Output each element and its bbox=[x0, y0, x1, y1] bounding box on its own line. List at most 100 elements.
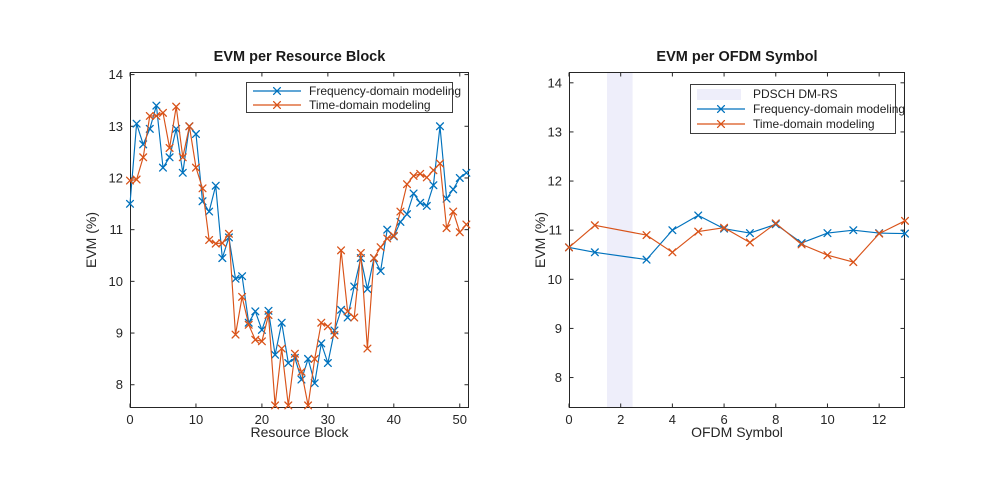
left-chart-canvas: 0 10 20 30 40 50 8 9 10 11 12 13 14 bbox=[109, 67, 471, 427]
legend-item-frequency-domain: Frequency-domain modeling bbox=[253, 84, 461, 98]
data-point-marker bbox=[218, 239, 227, 248]
right-y-axis-label: EVM (%) bbox=[532, 212, 548, 268]
data-point-marker bbox=[244, 320, 253, 329]
x-marker-line-icon bbox=[253, 100, 301, 109]
y-tick-label: 9 bbox=[116, 326, 123, 341]
data-point-marker bbox=[323, 358, 332, 368]
data-point-marker bbox=[125, 176, 135, 185]
left-legend: Frequency-domain modeling Time-domain mo… bbox=[246, 82, 461, 113]
data-point-marker bbox=[290, 349, 299, 358]
data-point-marker bbox=[720, 224, 729, 233]
data-point-marker bbox=[304, 354, 313, 363]
data-point-marker bbox=[139, 153, 148, 162]
data-point-marker bbox=[449, 185, 458, 194]
data-point-marker bbox=[823, 251, 832, 260]
data-point-marker bbox=[694, 227, 703, 236]
data-point-marker bbox=[152, 111, 161, 120]
data-point-marker bbox=[409, 189, 418, 198]
x-marker-line-icon bbox=[697, 104, 745, 114]
frequency-line-swatch bbox=[253, 84, 301, 98]
x-tick-label: 10 bbox=[189, 412, 203, 427]
data-point-marker bbox=[218, 254, 227, 263]
data-point-marker bbox=[211, 181, 220, 190]
data-point-marker bbox=[310, 354, 319, 363]
data-point-marker bbox=[350, 282, 359, 291]
data-point-marker bbox=[205, 235, 214, 245]
data-point-marker bbox=[205, 207, 214, 216]
left-x-axis-label: Resource Block bbox=[250, 424, 349, 440]
dmrs-band bbox=[606, 72, 633, 408]
x-tick-label: 10 bbox=[820, 412, 834, 427]
right-legend: PDSCH DM-RS Frequency-domain modeling Ti… bbox=[690, 84, 905, 134]
data-point-marker bbox=[172, 102, 181, 111]
legend-item-frequency-domain: Frequency-domain modeling bbox=[697, 102, 905, 117]
x-marker-line-icon bbox=[253, 86, 301, 95]
data-point-marker bbox=[900, 216, 910, 225]
data-point-marker bbox=[145, 111, 154, 120]
data-point-marker bbox=[442, 224, 451, 233]
x-tick-label: 30 bbox=[321, 412, 335, 427]
data-point-marker bbox=[745, 229, 754, 238]
x-tick-label: 12 bbox=[872, 412, 886, 427]
legend-sample-marker bbox=[272, 86, 282, 95]
data-point-marker bbox=[376, 266, 385, 276]
legend-label: Time-domain modeling bbox=[753, 116, 875, 131]
data-point-marker bbox=[422, 201, 431, 210]
data-point-marker bbox=[668, 226, 677, 235]
data-point-marker bbox=[257, 337, 266, 346]
data-point-marker bbox=[284, 401, 293, 410]
data-point-marker bbox=[231, 330, 240, 339]
data-point-marker bbox=[849, 258, 858, 267]
x-tick-label: 4 bbox=[669, 412, 676, 427]
dmrs-band-swatch bbox=[697, 88, 741, 100]
series-line-0 bbox=[129, 105, 467, 384]
legend-label: Frequency-domain modeling bbox=[753, 102, 906, 116]
data-point-marker bbox=[771, 220, 780, 229]
data-point-marker bbox=[238, 292, 247, 301]
data-point-marker bbox=[720, 223, 729, 232]
legend-sample-marker bbox=[272, 100, 282, 109]
y-tick-label: 8 bbox=[116, 377, 123, 392]
data-point-marker bbox=[396, 207, 405, 216]
x-tick-label: 2 bbox=[617, 412, 624, 427]
x-tick-label: 0 bbox=[565, 412, 572, 427]
series-line-1 bbox=[129, 106, 467, 406]
legend-label: Time-domain modeling bbox=[309, 97, 431, 112]
data-point-marker bbox=[389, 231, 398, 240]
x-tick-label: 8 bbox=[772, 412, 779, 427]
legend-sample-marker bbox=[716, 119, 726, 128]
data-point-marker bbox=[271, 350, 280, 359]
y-tick-label: 11 bbox=[549, 223, 563, 238]
data-point-marker bbox=[297, 367, 306, 376]
data-point-marker bbox=[416, 169, 425, 178]
data-point-marker bbox=[343, 307, 352, 316]
y-tick-label: 11 bbox=[110, 222, 124, 237]
data-point-marker bbox=[165, 153, 174, 162]
data-point-marker bbox=[455, 173, 464, 183]
data-point-marker bbox=[590, 221, 599, 230]
data-point-marker bbox=[429, 166, 438, 175]
legend-label: PDSCH DM-RS bbox=[753, 87, 838, 102]
data-point-marker bbox=[264, 310, 273, 320]
data-point-marker bbox=[416, 198, 425, 207]
left-plot-title: EVM per Resource Block bbox=[213, 49, 386, 65]
data-point-marker bbox=[211, 239, 220, 248]
data-point-marker bbox=[251, 307, 260, 316]
y-tick-label: 14 bbox=[548, 75, 562, 90]
data-point-marker bbox=[455, 228, 464, 237]
data-point-marker bbox=[462, 220, 471, 229]
x-tick-label: 6 bbox=[720, 412, 727, 427]
data-point-marker bbox=[356, 248, 365, 257]
data-point-marker bbox=[363, 344, 372, 353]
data-point-marker bbox=[849, 226, 858, 235]
data-point-marker bbox=[304, 401, 313, 410]
data-point-marker bbox=[900, 229, 910, 238]
frequency-line-swatch bbox=[697, 102, 745, 116]
data-point-marker bbox=[383, 234, 392, 243]
x-tick-label: 0 bbox=[126, 412, 133, 427]
data-point-marker bbox=[462, 168, 471, 177]
y-tick-label: 13 bbox=[548, 124, 562, 139]
data-point-marker bbox=[277, 318, 286, 327]
legend-sample-marker bbox=[716, 104, 726, 114]
